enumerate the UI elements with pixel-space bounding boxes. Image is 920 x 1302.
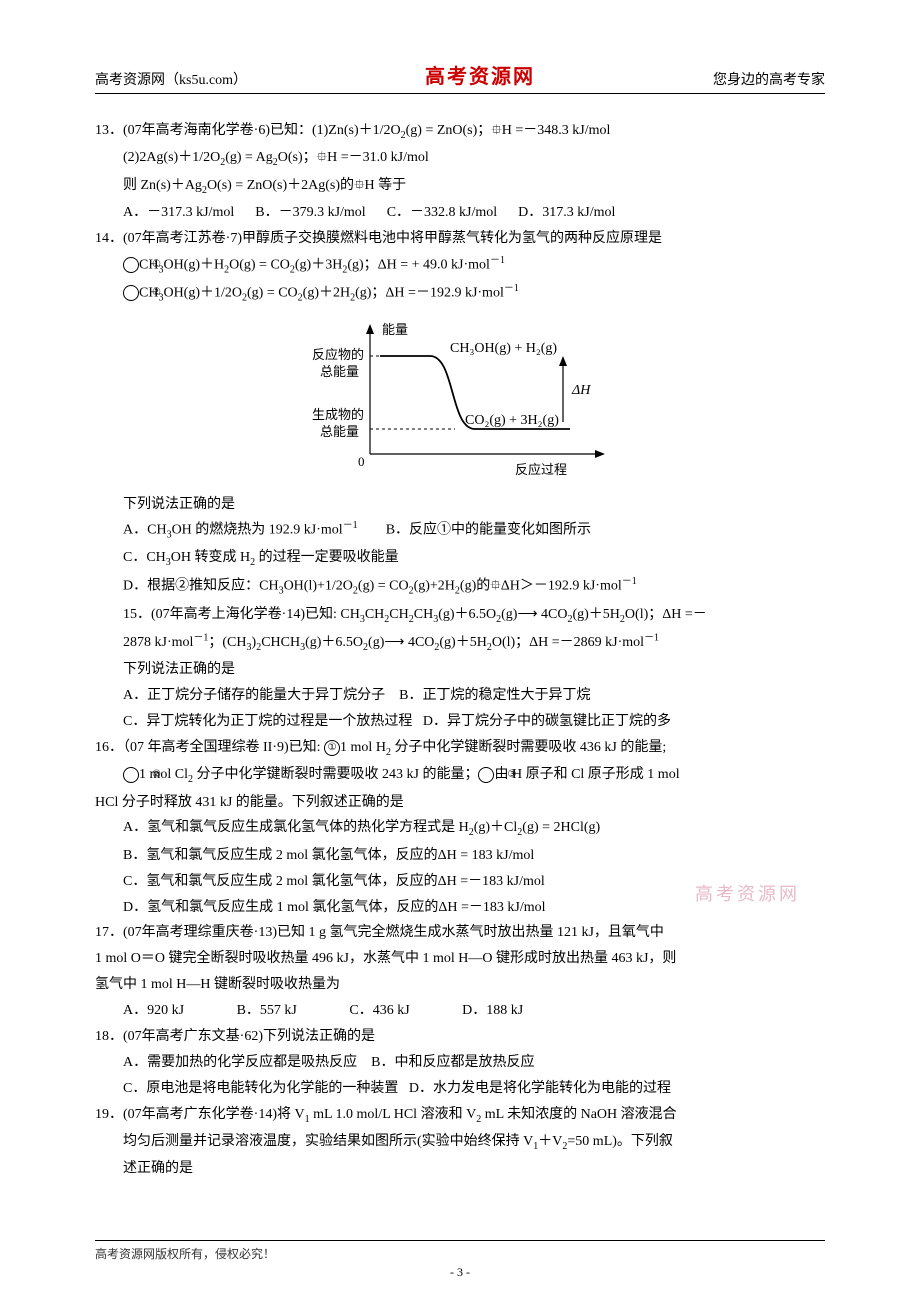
- q15-line2: 2878 kJ·mol－1；(CH3)2CHCH3(g)＋6.5O2(g)⟶ 4…: [95, 629, 825, 657]
- footer-text: 高考资源网版权所有，侵权必究！: [95, 1247, 275, 1261]
- diagram-origin: 0: [358, 454, 365, 469]
- q19-line2: 均匀后测量并记录溶液温度，实验结果如图所示(实验中始终保持 V1＋V2=50 m…: [95, 1129, 825, 1156]
- q16-optB: B．氢气和氯气反应生成 2 mol 氯化氢气体，反应的ΔH = 183 kJ/m…: [95, 843, 825, 869]
- diagram-xlabel: 反应过程: [515, 462, 567, 477]
- q13-line1: 13．(07年高考海南化学卷·6)已知：(1)Zn(s)＋1/2O2(g) = …: [95, 118, 825, 145]
- q18-line1: 18．(07年高考广东文基·62)下列说法正确的是: [95, 1024, 825, 1050]
- q16-line1: 16．（07 年高考全国理综卷 II·9)已知: ①1 mol H2 分子中化学…: [95, 735, 825, 762]
- diagram-deltaH: ΔH: [571, 383, 591, 398]
- q17-line3: 氢气中 1 mol H—H 键断裂时吸收热量为: [95, 972, 825, 998]
- q14-optAB: A．CH3OH 的燃烧热为 192.9 kJ·mol－1 B．反应①中的能量变化…: [95, 517, 825, 545]
- diagram-product-label2: 总能量: [320, 424, 359, 439]
- document-body: 13．(07年高考海南化学卷·6)已知：(1)Zn(s)＋1/2O2(g) = …: [95, 118, 825, 1182]
- q14-optD: D．根据②推知反应：CH3OH(l)+1/2O2(g) = CO2(g)+2H2…: [95, 573, 825, 601]
- q17-options: A．920 kJ B．557 kJ C．436 kJ D．188 kJ: [95, 998, 825, 1024]
- q14-optC: C．CH3OH 转变成 H2 的过程一定要吸收能量: [95, 545, 825, 572]
- diagram-top-species: CH₃OH(g) + H₂(g): [450, 341, 557, 356]
- q16-optD: D．氢气和氯气反应生成 1 mol 氯化氢气体，反应的ΔH =－183 kJ/m…: [95, 895, 825, 921]
- diagram-bottom-species: CO₂(g) + 3H₂(g): [465, 413, 559, 428]
- q16-line2: ②1 mol Cl2 分子中化学键断裂时需要吸收 243 kJ 的能量；③由 H…: [95, 762, 825, 789]
- header-left: 高考资源网（ks5u.com）: [95, 69, 247, 89]
- q19-line1: 19．(07年高考广东化学卷·14)将 V1 mL 1.0 mol/L HCl …: [95, 1102, 825, 1129]
- q13-line2: (2)2Ag(s)＋1/2O2(g) = Ag2O(s)；⯐H =－31.0 k…: [95, 145, 825, 172]
- q19-line3: 述正确的是: [95, 1156, 825, 1182]
- q14-eq2: ②CH3OH(g)＋1/2O2(g) = CO2(g)＋2H2(g)；ΔH =－…: [95, 280, 825, 308]
- page-header: 高考资源网（ks5u.com） 高考资源网 您身边的高考专家: [95, 60, 825, 94]
- q15-line1: 15．(07年高考上海化学卷·14)已知: CH3CH2CH2CH3(g)＋6.…: [95, 601, 825, 629]
- q14-eq1: ①CH3OH(g)＋H2O(g) = CO2(g)＋3H2(g)；ΔH = + …: [95, 252, 825, 280]
- site-logo-text: 高考资源网: [425, 60, 535, 89]
- q16-optC: C．氢气和氯气反应生成 2 mol 氯化氢气体，反应的ΔH =－183 kJ/m…: [95, 869, 825, 895]
- q14-line1: 14．(07年高考江苏卷·7)甲醇质子交换膜燃料电池中将甲醇蒸气转化为氢气的两种…: [95, 226, 825, 252]
- q14-below: 下列说法正确的是: [95, 492, 825, 518]
- q16-optA: A．氢气和氯气反应生成氯化氢气体的热化学方程式是 H2(g)＋Cl2(g) = …: [95, 815, 825, 842]
- q15-optCD: C．异丁烷转化为正丁烷的过程是一个放热过程 D．异丁烷分子中的碳氢键比正丁烷的多: [95, 709, 825, 735]
- q13-options: A．－317.3 kJ/mol B．－379.3 kJ/mol C．－332.8…: [95, 200, 825, 226]
- q13-line3: 则 Zn(s)＋Ag2O(s) = ZnO(s)＋2Ag(s)的⯐H 等于: [95, 173, 825, 200]
- diagram-reactant-label1: 反应物的: [312, 347, 364, 362]
- q15-optAB: A．正丁烷分子储存的能量大于异丁烷分子 B．正丁烷的稳定性大于异丁烷: [95, 683, 825, 709]
- q16-line3: HCl 分子时释放 431 kJ 的能量。下列叙述正确的是: [95, 790, 825, 816]
- q17-line2: 1 mol O＝O 键完全断裂时吸收热量 496 kJ，水蒸气中 1 mol H…: [95, 946, 825, 972]
- q18-optCD: C．原电池是将电能转化为化学能的一种装置 D．水力发电是将化学能转化为电能的过程: [95, 1076, 825, 1102]
- diagram-reactant-label2: 总能量: [320, 364, 359, 379]
- diagram-product-label1: 生成物的: [312, 407, 364, 422]
- q17-line1: 17．(07年高考理综重庆卷·13)已知 1 g 氢气完全燃烧生成水蒸气时放出热…: [95, 920, 825, 946]
- q15-below: 下列说法正确的是: [95, 657, 825, 683]
- diagram-ylabel: 能量: [382, 322, 408, 337]
- q18-optAB: A．需要加热的化学反应都是吸热反应 B．中和反应都是放热反应: [95, 1050, 825, 1076]
- page-footer: 高考资源网版权所有，侵权必究！: [95, 1240, 825, 1262]
- energy-diagram: 能量 反应物的 总能量 生成物的 总能量 CH₃OH(g) + H₂(g) CO…: [95, 314, 825, 484]
- page-number: - 3 -: [0, 1265, 920, 1280]
- header-right: 您身边的高考专家: [713, 69, 825, 89]
